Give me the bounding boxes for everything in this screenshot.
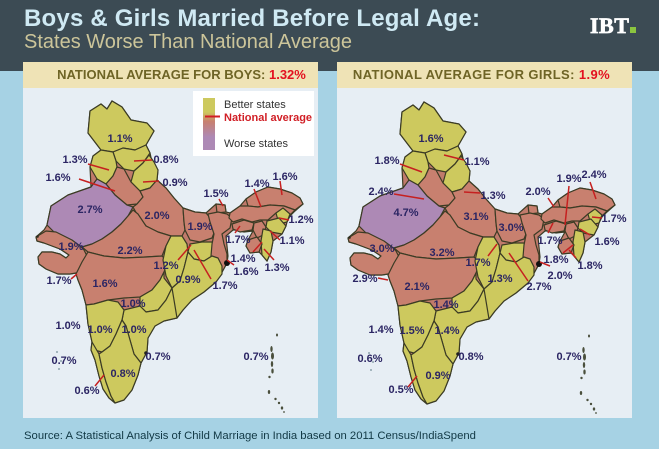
svg-text:1.9%: 1.9% (556, 173, 581, 185)
svg-text:1.9%: 1.9% (58, 241, 83, 253)
svg-text:2.0%: 2.0% (547, 270, 572, 282)
svg-text:0.6%: 0.6% (357, 353, 382, 365)
svg-text:2.0%: 2.0% (525, 186, 550, 198)
svg-text:1.0%: 1.0% (55, 320, 80, 332)
svg-text:1.3%: 1.3% (62, 154, 87, 166)
svg-text:1.0%: 1.0% (120, 298, 145, 310)
svg-text:1.7%: 1.7% (225, 234, 250, 246)
svg-text:2.4%: 2.4% (581, 169, 606, 181)
svg-text:1.1%: 1.1% (464, 156, 489, 168)
svg-text:2.4%: 2.4% (368, 186, 393, 198)
svg-text:1.3%: 1.3% (487, 273, 512, 285)
svg-text:0.7%: 0.7% (556, 351, 581, 363)
svg-text:1.8%: 1.8% (374, 155, 399, 167)
svg-text:2.0%: 2.0% (144, 210, 169, 222)
svg-text:1.7%: 1.7% (465, 257, 490, 269)
svg-text:1.3%: 1.3% (480, 190, 505, 202)
svg-text:4.7%: 4.7% (393, 207, 418, 219)
svg-text:1.4%: 1.4% (368, 324, 393, 336)
svg-text:0.7%: 0.7% (51, 355, 76, 367)
svg-text:1.7%: 1.7% (537, 235, 562, 247)
svg-text:0.8%: 0.8% (458, 351, 483, 363)
svg-text:1.1%: 1.1% (279, 235, 304, 247)
svg-text:1.2%: 1.2% (153, 260, 178, 272)
svg-text:2.7%: 2.7% (526, 281, 551, 293)
svg-text:1.2%: 1.2% (288, 214, 313, 226)
svg-text:1.4%: 1.4% (434, 325, 459, 337)
svg-text:1.0%: 1.0% (121, 324, 146, 336)
svg-text:1.7%: 1.7% (212, 280, 237, 292)
svg-text:2.9%: 2.9% (352, 273, 377, 285)
svg-text:1.7%: 1.7% (46, 275, 71, 287)
svg-text:3.1%: 3.1% (463, 211, 488, 223)
svg-text:1.4%: 1.4% (244, 178, 269, 190)
svg-text:Worse states: Worse states (224, 138, 288, 150)
svg-text:1.1%: 1.1% (107, 133, 132, 145)
svg-text:2.1%: 2.1% (404, 281, 429, 293)
svg-text:1.6%: 1.6% (233, 266, 258, 278)
svg-text:0.8%: 0.8% (110, 368, 135, 380)
svg-text:0.9%: 0.9% (425, 370, 450, 382)
svg-text:0.7%: 0.7% (243, 351, 268, 363)
svg-text:1.4%: 1.4% (230, 253, 255, 265)
svg-text:0.7%: 0.7% (145, 351, 170, 363)
svg-text:1.3%: 1.3% (264, 262, 289, 274)
svg-text:0.9%: 0.9% (162, 177, 187, 189)
svg-text:0.8%: 0.8% (153, 154, 178, 166)
svg-text:1.6%: 1.6% (45, 172, 70, 184)
svg-text:National average: National average (224, 112, 312, 124)
svg-text:1.9%: 1.9% (187, 221, 212, 233)
svg-text:1.0%: 1.0% (87, 324, 112, 336)
svg-text:3.0%: 3.0% (498, 222, 523, 234)
svg-text:1.4%: 1.4% (433, 299, 458, 311)
svg-text:1.8%: 1.8% (543, 254, 568, 266)
svg-text:1.5%: 1.5% (203, 188, 228, 200)
svg-text:Better states: Better states (224, 99, 286, 111)
svg-text:3.0%: 3.0% (369, 243, 394, 255)
svg-text:1.6%: 1.6% (272, 171, 297, 183)
svg-text:2.7%: 2.7% (77, 204, 102, 216)
svg-text:1.6%: 1.6% (418, 133, 443, 145)
svg-text:1.8%: 1.8% (577, 260, 602, 272)
svg-text:3.2%: 3.2% (429, 247, 454, 259)
svg-text:0.5%: 0.5% (388, 384, 413, 396)
svg-text:0.9%: 0.9% (175, 274, 200, 286)
svg-text:1.5%: 1.5% (399, 325, 424, 337)
svg-text:0.6%: 0.6% (74, 385, 99, 397)
svg-text:2.2%: 2.2% (117, 245, 142, 257)
svg-text:1.7%: 1.7% (601, 213, 626, 225)
svg-text:1.6%: 1.6% (594, 236, 619, 248)
svg-text:1.6%: 1.6% (92, 278, 117, 290)
